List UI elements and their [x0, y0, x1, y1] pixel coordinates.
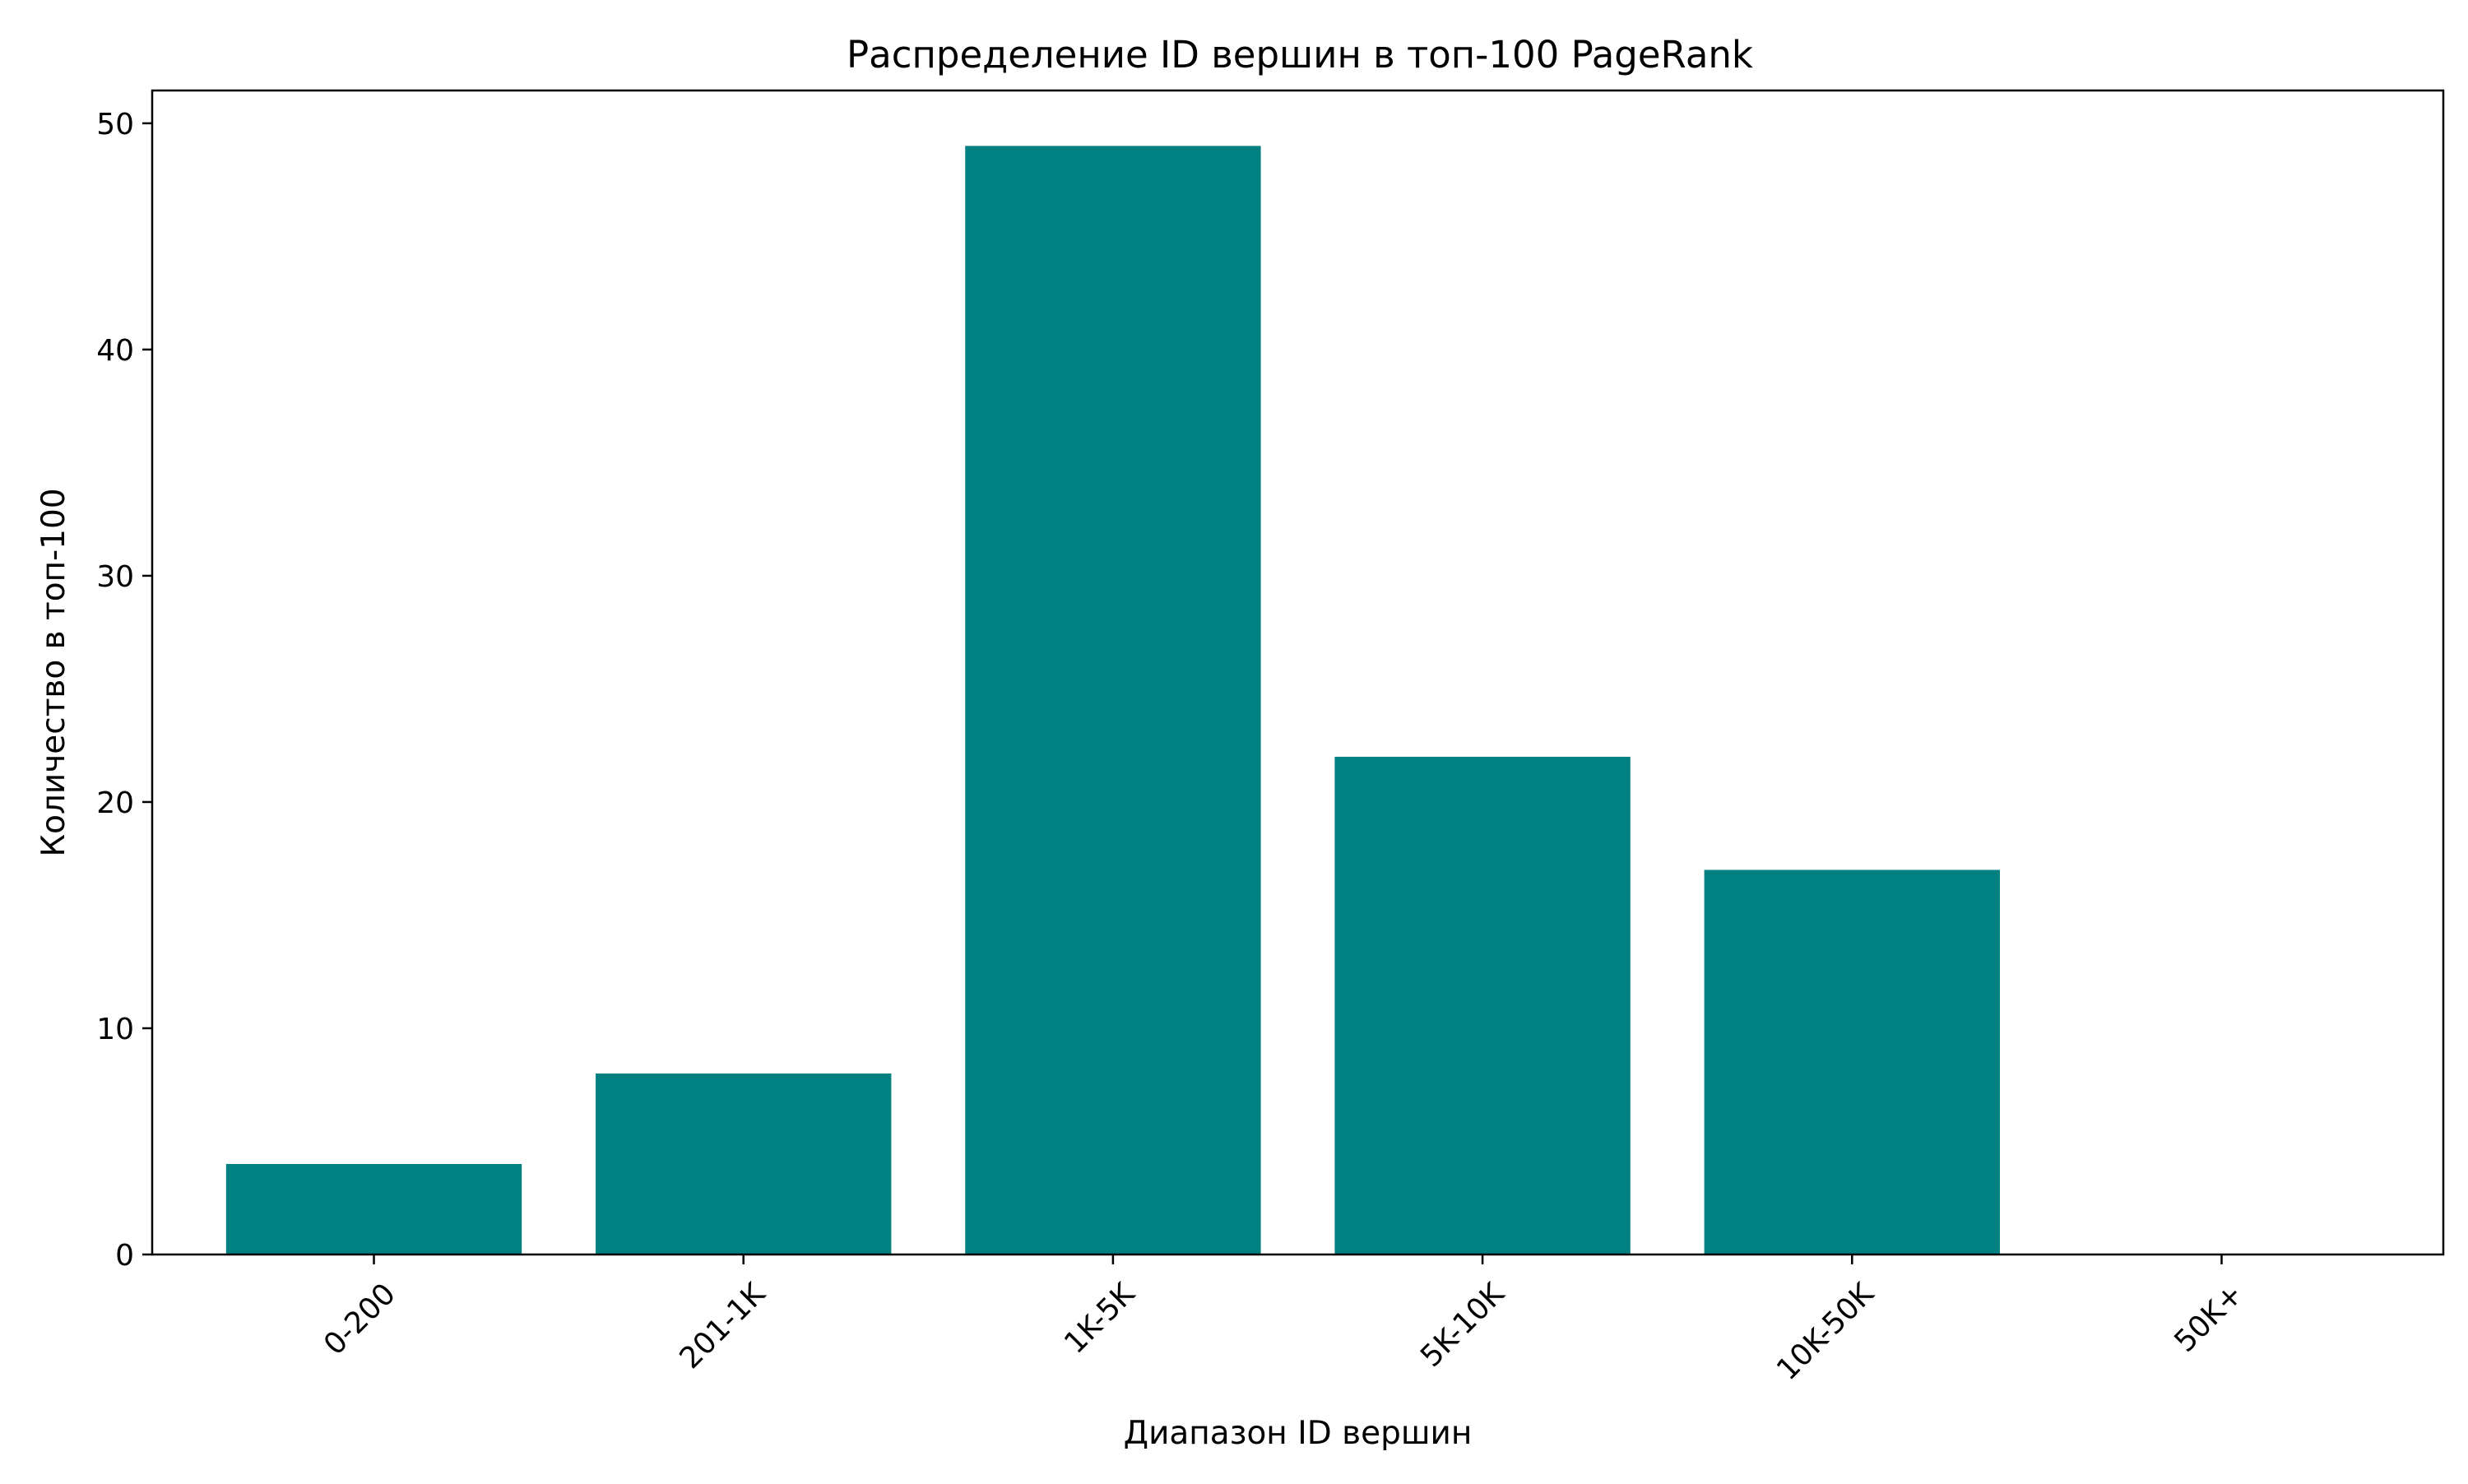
y-tick-label: 0 [115, 1239, 134, 1273]
x-axis-label: Диапазон ID вершин [1124, 1415, 1473, 1452]
bar-0-200 [225, 1163, 522, 1254]
bar-1K-5K [965, 146, 1261, 1254]
bar-5K-10K [1334, 756, 1631, 1254]
x-tick-label: 1K-5K [1058, 1276, 1142, 1360]
chart-title: Распределение ID вершин в топ-100 PageRa… [847, 33, 1753, 77]
bar-201-1K [596, 1073, 892, 1254]
x-axis-ticks: 0-200 201-1K 1K-5K 5K-10K 10K-50K 50K+ [318, 1254, 2250, 1387]
bar-10K-50K [1704, 870, 2000, 1254]
y-tick-label: 30 [96, 560, 134, 594]
x-tick-label: 5K-10K [1414, 1276, 1511, 1373]
y-tick-label: 50 [96, 108, 134, 141]
x-tick-label: 0-200 [318, 1277, 402, 1361]
x-tick-label: 201-1K [674, 1276, 773, 1375]
plot-area-frame [151, 89, 2445, 1256]
x-tick-label: 10K-50K [1770, 1276, 1881, 1387]
y-axis-ticks: 0 10 20 30 40 50 [96, 108, 152, 1273]
y-axis-label: Количество в топ-100 [35, 488, 72, 856]
bars-layer [225, 146, 2000, 1254]
y-tick-label: 10 [96, 1013, 134, 1046]
x-tick-label: 50K+ [2169, 1277, 2250, 1358]
y-tick-label: 40 [96, 334, 134, 368]
y-tick-label: 20 [96, 786, 134, 820]
